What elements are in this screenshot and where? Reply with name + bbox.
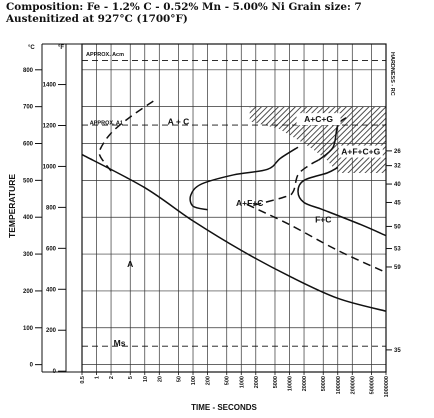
x-tick-label: 5 bbox=[128, 376, 134, 379]
plot-border bbox=[81, 43, 387, 373]
hardness-tick-label: 59 bbox=[394, 265, 401, 271]
x-tick-label: 200000 bbox=[350, 376, 356, 394]
tick-labels-layer: 0.5 1 2 5 10 20 50 100 200 500 1000 2000 5000 10000 20… bbox=[23, 68, 401, 398]
hardness-tick-label: 53 bbox=[394, 247, 401, 253]
curve-ferrite-carbide-start-upper bbox=[318, 117, 347, 161]
hardness-tick-label: 32 bbox=[394, 164, 401, 170]
annotation-label: A+F+C bbox=[236, 198, 263, 208]
c-tick-label: 600 bbox=[23, 142, 34, 148]
annotation-label: A bbox=[127, 259, 133, 269]
curve-ferrite-carbide-start bbox=[189, 146, 299, 211]
c-tick-label: 100 bbox=[23, 326, 34, 332]
hardness-tick-label: 26 bbox=[394, 149, 401, 155]
f-tick-label: 1400 bbox=[43, 83, 57, 89]
x-tick-label: 500 bbox=[225, 376, 231, 385]
annotation-label: A + C bbox=[168, 116, 190, 126]
annotation-label: APPROX. Acm bbox=[86, 52, 124, 58]
annotation-label: Ms bbox=[114, 338, 126, 348]
c-tick-label: 300 bbox=[23, 252, 34, 258]
f-tick-label: 800 bbox=[46, 205, 57, 211]
annotation-bg bbox=[338, 145, 383, 158]
f-tick-label: 400 bbox=[46, 287, 57, 293]
curve-ferrite-carbide-finish-dashed bbox=[246, 203, 387, 274]
f-tick-label: 200 bbox=[46, 328, 57, 334]
c-tick-label: 200 bbox=[23, 289, 34, 295]
curve-carbide-start-dashed bbox=[249, 159, 319, 207]
x-tick-label: 5000 bbox=[273, 376, 279, 388]
c-tick-label: 800 bbox=[23, 68, 34, 74]
x-tick-label: 2 bbox=[109, 376, 115, 379]
x-tick-label: 200 bbox=[206, 376, 212, 385]
x-tick-label: 50 bbox=[176, 376, 182, 382]
x-tick-label: 10 bbox=[143, 376, 149, 382]
x-tick-label: 50000 bbox=[321, 376, 327, 391]
hardness-tick-label: 35 bbox=[394, 348, 401, 354]
hardness-tick-label: 40 bbox=[394, 182, 401, 188]
f-tick-label: 1000 bbox=[43, 164, 57, 170]
hardness-tick-label: 45 bbox=[394, 200, 401, 206]
f-tick-label: 0 bbox=[53, 369, 57, 375]
c-tick-label: 400 bbox=[23, 215, 34, 221]
plot-frame bbox=[41, 43, 387, 373]
austenitized-text: Austenitized at 927°C (1700°F) bbox=[6, 13, 188, 25]
x-tick-label: 1000 bbox=[239, 376, 245, 388]
annotation-label: F+C bbox=[315, 215, 331, 225]
curve-acm-start bbox=[98, 100, 154, 172]
annotation-bg bbox=[296, 113, 341, 126]
curve-cooling-line bbox=[81, 153, 387, 312]
celsius-unit-label: °C bbox=[28, 45, 35, 51]
x-tick-label: 500000 bbox=[369, 376, 375, 394]
composition-text: Composition: Fe - 1.2% C - 0.52% Mn - 5.… bbox=[6, 1, 362, 13]
c-tick-label: 500 bbox=[23, 178, 34, 184]
x-tick-label: 100 bbox=[191, 376, 197, 385]
x-tick-label: 20 bbox=[157, 376, 163, 382]
x-tick-label: 20000 bbox=[302, 376, 308, 391]
x-tick-label: 1000000 bbox=[384, 376, 390, 397]
c-tick-label: 0 bbox=[30, 363, 34, 369]
f-tick-label: 1200 bbox=[43, 123, 57, 129]
hardness-axis-title: HARDNESS - RC bbox=[389, 52, 395, 96]
curve-layer bbox=[81, 60, 387, 347]
annotation-label: APPROX. A1 bbox=[90, 120, 123, 126]
x-tick-label: 10000 bbox=[288, 376, 294, 391]
grid-layer bbox=[35, 44, 392, 375]
x-tick-label: 0.5 bbox=[80, 376, 86, 384]
f-tick-label: 600 bbox=[46, 246, 57, 252]
x-tick-label: 100000 bbox=[336, 376, 342, 394]
annotation-label: A+F+C+G bbox=[341, 147, 380, 157]
c-tick-label: 700 bbox=[23, 105, 34, 111]
fahrenheit-unit-label: °F bbox=[58, 45, 64, 51]
annotation-layer: APPROX. Acm APPROX. A1 A + C A+C+G A+F+C+G A+… bbox=[86, 52, 383, 348]
x-tick-label: 2000 bbox=[254, 376, 260, 388]
annotation-label: A+C+G bbox=[304, 114, 333, 124]
curve-ferrite-carbide-finish bbox=[297, 166, 387, 237]
hardness-tick-label: 50 bbox=[394, 224, 401, 230]
x-tick-label: 1 bbox=[95, 376, 101, 379]
x-axis-title: TIME - SECONDS bbox=[191, 403, 257, 412]
y-axis-title: TEMPERATURE bbox=[7, 174, 17, 238]
